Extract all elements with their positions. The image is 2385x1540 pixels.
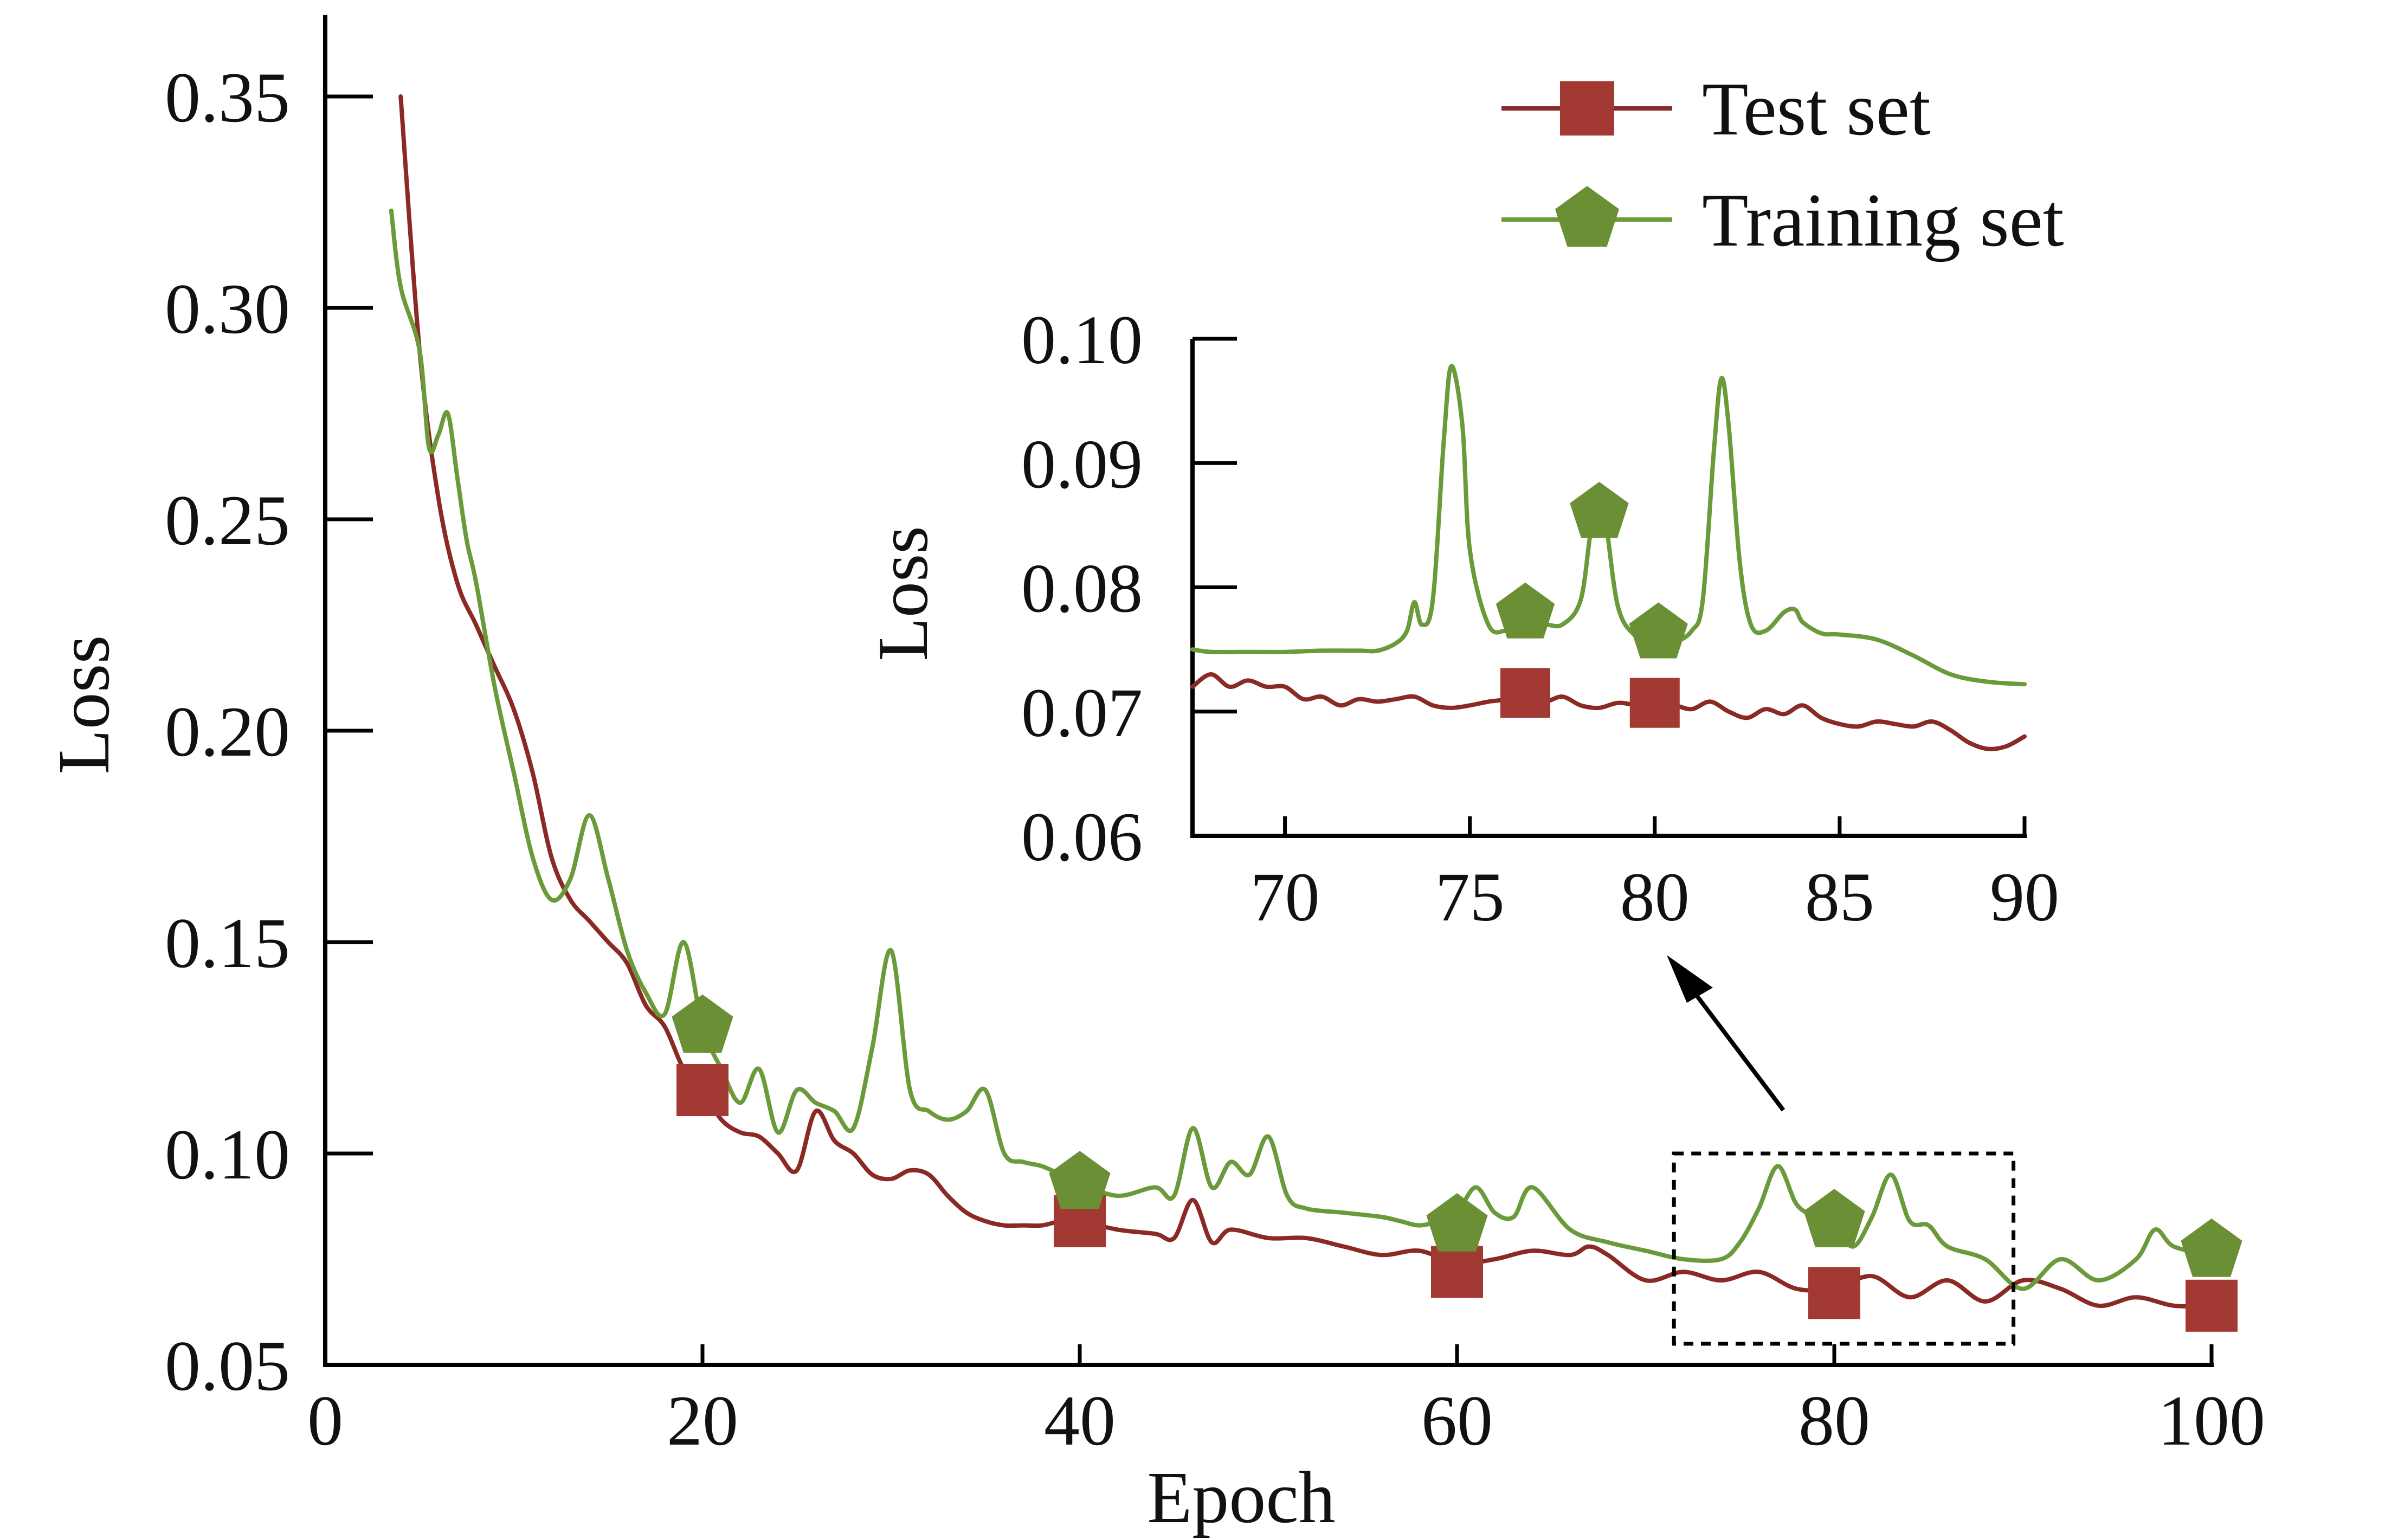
inset-training-set-marker bbox=[1496, 582, 1555, 639]
test-set-marker bbox=[2186, 1279, 2238, 1332]
legend: Test set Training set bbox=[1501, 67, 2064, 262]
training-set-marker bbox=[2181, 1218, 2242, 1277]
test-set-line bbox=[398, 94, 2214, 1309]
test-set-marker bbox=[1431, 1246, 1483, 1298]
inset-plot: 70 75 80 85 90 0.06 0.07 0.08 0.09 0.10 Loss bbox=[863, 301, 2059, 936]
y-axis-label: Loss bbox=[43, 635, 125, 775]
y-tick-label: 0.20 bbox=[165, 692, 290, 771]
zoom-region bbox=[1667, 955, 2016, 1346]
inset-x-tick-label: 85 bbox=[1805, 859, 1874, 936]
training-set-marker bbox=[1426, 1193, 1488, 1252]
x-tick-label: 60 bbox=[1421, 1381, 1493, 1460]
x-tick-label: 100 bbox=[2158, 1381, 2265, 1460]
y-tick-label: 0.30 bbox=[165, 269, 290, 349]
y-tick-label: 0.05 bbox=[165, 1326, 290, 1406]
inset-test-set-line bbox=[1190, 672, 2027, 751]
training-set-line bbox=[389, 208, 2214, 1291]
zoom-arrow-head bbox=[1667, 955, 1713, 1003]
test-set-marker bbox=[1808, 1267, 1860, 1319]
x-tick-label: 0 bbox=[307, 1381, 343, 1460]
training-set-marker bbox=[672, 994, 733, 1053]
zoom-arrow-shaft bbox=[1684, 980, 1785, 1112]
inset-training-set-marker bbox=[1570, 481, 1629, 538]
inset-y-tick-label: 0.10 bbox=[1021, 301, 1143, 378]
inset-x-tick-label: 80 bbox=[1620, 859, 1690, 936]
x-tick-label: 20 bbox=[667, 1381, 738, 1460]
inset-y-axis-label: Loss bbox=[863, 526, 943, 661]
legend-test-set-label: Test set bbox=[1702, 67, 1931, 151]
training-set-marker bbox=[1049, 1151, 1111, 1209]
inset-x-tick-label: 75 bbox=[1435, 859, 1505, 936]
legend-training-set-label: Training set bbox=[1702, 178, 2064, 262]
inset-y-tick-label: 0.08 bbox=[1021, 550, 1143, 627]
y-tick-label: 0.25 bbox=[165, 480, 290, 560]
inset-x-tick-label: 90 bbox=[1990, 859, 2059, 936]
inset-x-tick-label: 70 bbox=[1250, 859, 1320, 936]
main-plot: 0 20 40 60 80 100 0.05 0.10 0.15 0.20 0.25 0.30 0.35… bbox=[43, 15, 2265, 1538]
test-set-marker bbox=[676, 1064, 729, 1116]
inset-y-tick-label: 0.06 bbox=[1021, 798, 1143, 875]
legend-training-set-marker bbox=[1555, 186, 1619, 247]
inset-training-set-marker bbox=[1629, 602, 1688, 659]
legend-test-set-marker bbox=[1560, 81, 1614, 136]
y-tick-label: 0.15 bbox=[165, 903, 290, 983]
x-tick-label: 80 bbox=[1799, 1381, 1870, 1460]
inset-test-set-marker bbox=[1629, 678, 1680, 728]
y-tick-label: 0.10 bbox=[165, 1114, 290, 1194]
x-tick-label: 40 bbox=[1044, 1381, 1116, 1460]
inset-y-tick-label: 0.09 bbox=[1021, 426, 1143, 502]
inset-y-tick-label: 0.07 bbox=[1021, 674, 1143, 751]
y-tick-label: 0.35 bbox=[165, 57, 290, 137]
zoom-box bbox=[1672, 1151, 2016, 1346]
training-set-marker bbox=[1803, 1189, 1865, 1247]
inset-test-set-marker bbox=[1500, 668, 1550, 718]
x-axis-label: Epoch bbox=[1147, 1457, 1335, 1538]
